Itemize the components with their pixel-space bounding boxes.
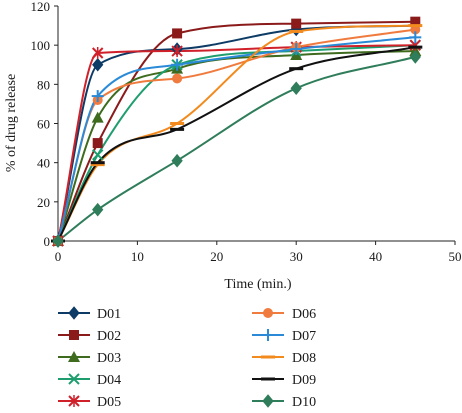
data-point-d07 <box>171 58 184 71</box>
data-point-d06 <box>172 73 183 84</box>
data-point-d04 <box>91 149 104 161</box>
legend-label-d08: D08 <box>292 351 316 366</box>
data-point-d03 <box>91 111 104 123</box>
legend-item-d09: D09 <box>252 373 316 388</box>
y-tick-label: 20 <box>37 195 50 210</box>
legend-item-d04: D04 <box>58 373 121 388</box>
x-tick-label: 0 <box>55 249 62 264</box>
data-point-d10 <box>52 234 64 248</box>
legend-label-d10: D10 <box>292 395 316 408</box>
legend-item-d10: D10 <box>252 394 316 410</box>
data-point-d01 <box>92 57 104 72</box>
legend-item-d07: D07 <box>252 329 316 344</box>
legend-item-d01: D01 <box>58 306 121 322</box>
legend-label-d09: D09 <box>292 373 316 388</box>
series-line-d06 <box>57 28 416 242</box>
legend: D01 D02 D03 D04 D05 D06 D07 D08 D09 D10 <box>58 306 316 410</box>
y-tick-label: 60 <box>37 117 50 132</box>
series-line-d04 <box>57 44 416 242</box>
data-point-d10 <box>92 202 104 217</box>
series-lines <box>57 20 416 242</box>
x-tick-label: 20 <box>210 249 223 264</box>
legend-marker-d06 <box>263 308 273 318</box>
data-point-d07 <box>290 43 303 56</box>
legend-marker-d10 <box>262 394 274 408</box>
legend-marker-d01 <box>68 306 80 320</box>
y-tick-label: 40 <box>37 156 50 171</box>
data-point-d07 <box>409 31 422 44</box>
data-point-d07 <box>91 90 104 103</box>
legend-marker-d04 <box>68 373 80 385</box>
legend-label-d05: D05 <box>97 395 121 408</box>
y-tick-label: 120 <box>31 0 51 14</box>
legend-item-d06: D06 <box>252 307 316 322</box>
legend-item-d05: D05 <box>58 395 121 410</box>
y-tick-label: 0 <box>44 234 51 249</box>
data-point-d10 <box>409 50 421 64</box>
axes: 0 20 40 60 80 100 120 0 10 20 30 40 50 <box>31 0 462 264</box>
data-point-d02 <box>291 18 302 29</box>
legend-marker-d02 <box>69 330 79 340</box>
legend-marker-d04-stroke <box>68 373 80 385</box>
data-point-d10 <box>290 81 302 96</box>
y-tick-label: 80 <box>37 77 50 92</box>
legend-item-d08: D08 <box>252 351 316 366</box>
data-point-d04-stroke <box>91 149 104 161</box>
x-tick-label: 50 <box>449 249 462 264</box>
legend-label-d07: D07 <box>292 329 316 344</box>
series-line-d03 <box>57 50 416 242</box>
y-tick-label: 100 <box>31 38 51 53</box>
series-line-d09 <box>57 46 416 242</box>
data-point-d02 <box>92 138 103 149</box>
legend-marker-d07 <box>262 329 274 341</box>
legend-item-d02: D02 <box>58 329 121 344</box>
x-tick-label: 30 <box>290 249 303 264</box>
legend-marker-d03 <box>68 351 80 362</box>
legend-label-d04: D04 <box>97 373 121 388</box>
legend-label-d03: D03 <box>97 351 121 366</box>
legend-item-d03: D03 <box>58 351 121 366</box>
x-axis-label: Time (min.) <box>224 277 291 292</box>
series-markers <box>51 16 423 248</box>
data-point-d02 <box>172 28 183 39</box>
data-point-d05 <box>171 45 183 58</box>
data-point-d02 <box>410 16 421 27</box>
legend-label-d02: D02 <box>97 329 121 344</box>
data-point-d05 <box>91 47 104 59</box>
legend-marker-d05 <box>68 395 80 407</box>
x-tick-label: 40 <box>369 249 382 264</box>
data-point-d10 <box>171 153 183 168</box>
legend-label-d06: D06 <box>292 307 316 322</box>
y-axis-label: % of drug release <box>4 74 19 172</box>
series-line-d05 <box>57 44 416 242</box>
legend-label-d01: D01 <box>97 307 121 322</box>
x-tick-label: 10 <box>131 249 144 264</box>
